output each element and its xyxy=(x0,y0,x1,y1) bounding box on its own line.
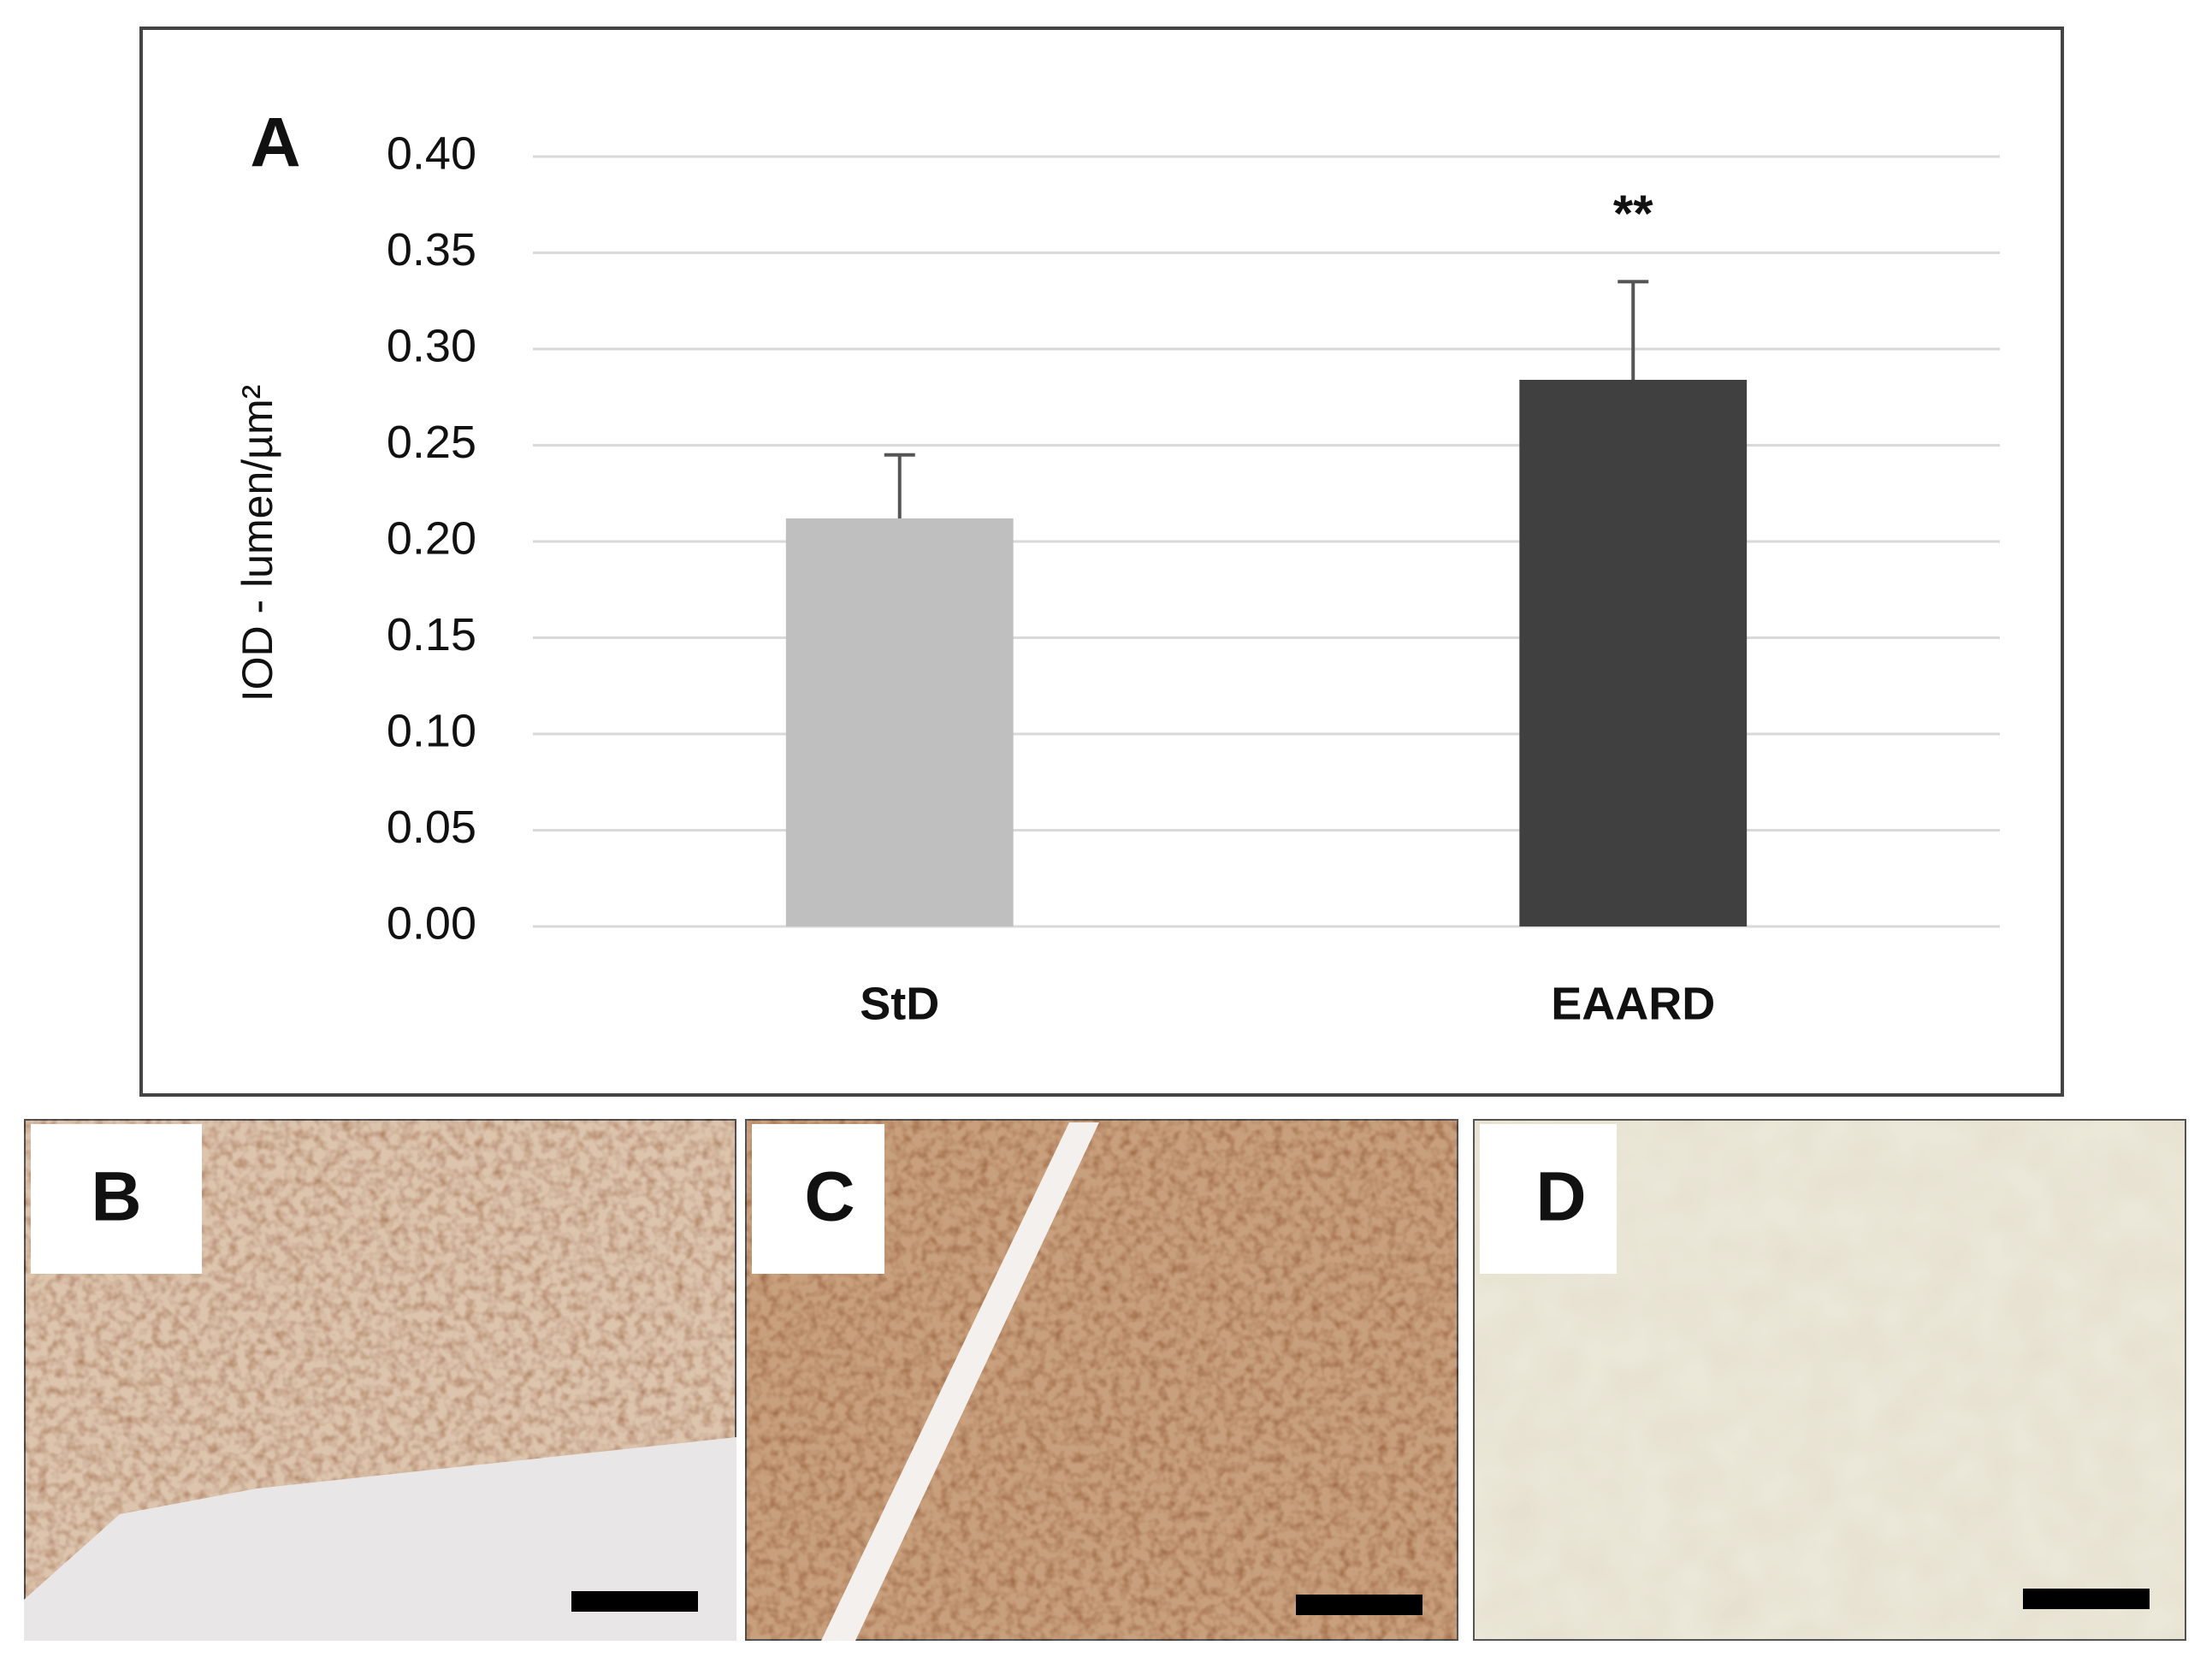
y-tick-label: 0.05 xyxy=(387,802,476,853)
label-box xyxy=(752,1124,884,1274)
scale-bar xyxy=(1296,1595,1422,1615)
image-panel xyxy=(22,1117,738,1642)
panel-label: B xyxy=(91,1158,141,1236)
background-area xyxy=(24,1437,736,1641)
significance-annotation: ** xyxy=(1613,185,1653,242)
vessel xyxy=(821,1122,1099,1641)
image-panel xyxy=(1471,1117,2188,1642)
x-tick-label: StD xyxy=(860,978,939,1029)
panel-label: A xyxy=(250,104,300,182)
y-tick-label: 0.00 xyxy=(387,897,476,949)
label-box xyxy=(31,1124,202,1274)
y-tick-label: 0.15 xyxy=(387,609,476,660)
y-axis-label: IOD - lumen/µm² xyxy=(234,385,281,702)
y-tick-label: 0.25 xyxy=(387,417,476,468)
bar xyxy=(1519,380,1748,926)
image-panel xyxy=(743,1117,1460,1642)
panel-label: D xyxy=(1535,1158,1586,1236)
scale-bar xyxy=(2023,1589,2150,1609)
y-tick-label: 0.40 xyxy=(387,127,476,179)
y-tick-label: 0.10 xyxy=(387,705,476,756)
y-tick-label: 0.35 xyxy=(387,224,476,275)
plot: 0.00 0.05 0.10 0.15 0.20 0.25 0.30 0.35 0.40 StD E… xyxy=(387,127,2000,1029)
panel-label: C xyxy=(804,1158,855,1236)
x-tick-label: EAARD xyxy=(1551,978,1715,1029)
bar xyxy=(785,518,1014,926)
y-tick-label: 0.20 xyxy=(387,512,476,564)
y-tick-label: 0.30 xyxy=(387,320,476,371)
scale-bar xyxy=(571,1591,698,1612)
label-box xyxy=(1480,1124,1617,1274)
